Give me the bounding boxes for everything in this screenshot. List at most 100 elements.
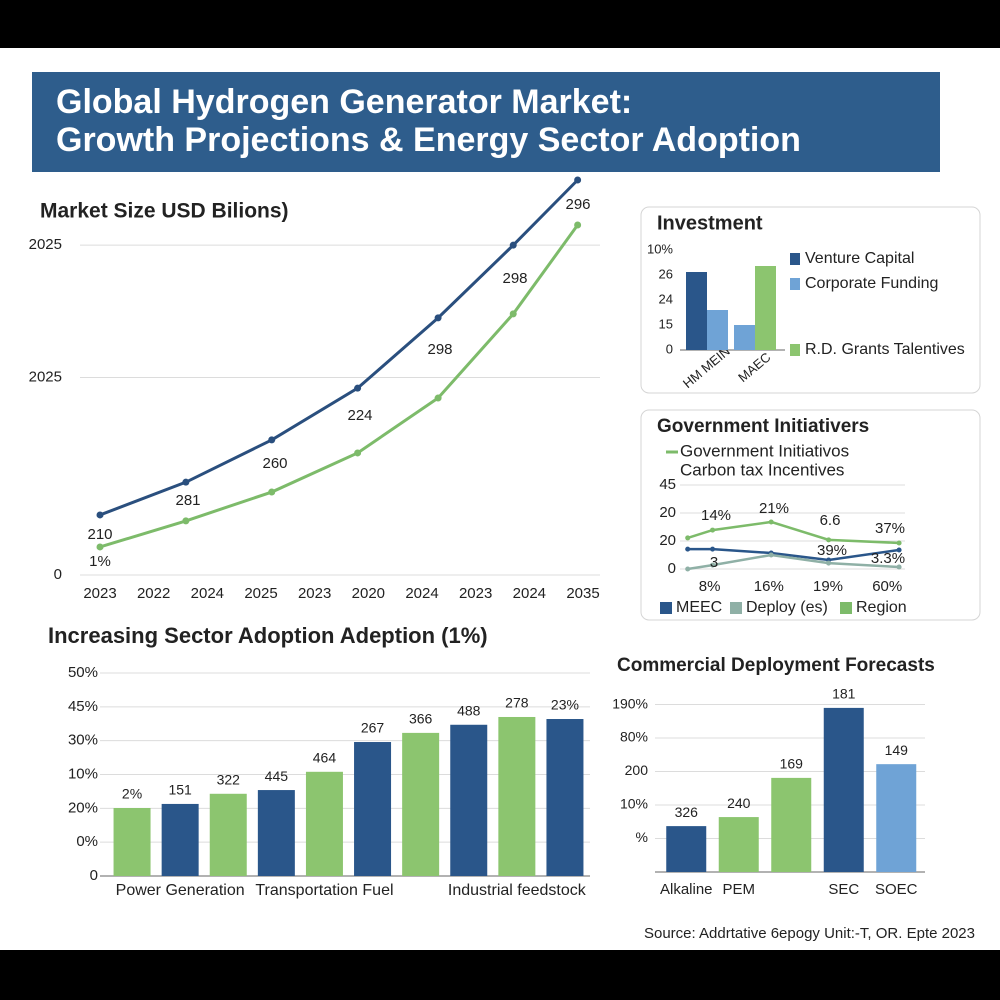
- bar: [734, 325, 755, 350]
- y-tick-label: 2025: [29, 236, 62, 253]
- annotation: 298: [427, 341, 452, 358]
- note: Government Initiativos: [680, 441, 849, 460]
- point: [509, 241, 517, 249]
- annotation: 445: [265, 768, 289, 784]
- y-tick-label: 45: [659, 476, 676, 493]
- annotation: 224: [347, 407, 372, 424]
- y-tick-label: 10%: [647, 241, 673, 256]
- note: Carbon tax Incentives: [680, 460, 844, 479]
- annotation: 3: [710, 554, 718, 571]
- point: [182, 517, 190, 525]
- point: [574, 176, 582, 184]
- annotation: 6.6: [820, 512, 841, 529]
- legend-swatch: [730, 602, 742, 614]
- annotation: 267: [361, 720, 385, 736]
- legend-swatch: [790, 253, 800, 265]
- point: [574, 221, 582, 229]
- y-tick-label: 190%: [612, 695, 648, 711]
- annotation: 2%: [122, 786, 142, 802]
- source: Source: Addrtative 6epogy Unit:-T, OR. E…: [644, 925, 975, 942]
- x-tick-label: 8%: [699, 578, 721, 595]
- top-bar: [0, 0, 1000, 48]
- x-tick-label: 2024: [513, 585, 546, 602]
- point: [434, 314, 442, 322]
- point: [896, 564, 902, 570]
- annotation: 169: [780, 756, 804, 772]
- bar: [755, 266, 776, 350]
- annotation: 3.3%: [871, 550, 905, 567]
- point: [509, 310, 517, 318]
- bar: [546, 719, 584, 876]
- bar: [354, 742, 392, 876]
- annotation: 37%: [875, 520, 905, 537]
- legend-swatch: [790, 344, 800, 356]
- y-tick-label: 200: [625, 762, 649, 778]
- y-tick-label: 30%: [68, 732, 98, 749]
- y-tick-label: 0: [666, 341, 673, 356]
- legend-label: MEEC: [676, 599, 722, 616]
- point: [685, 566, 691, 572]
- point: [182, 478, 190, 486]
- legend-label: Deploy (es): [746, 599, 828, 616]
- legend-label: Venture Capital: [805, 250, 914, 267]
- x-tick-label: 60%: [872, 578, 902, 595]
- legend-swatch: [840, 602, 852, 614]
- point: [96, 511, 104, 519]
- bar: [823, 707, 864, 872]
- point: [896, 547, 902, 553]
- y-tick-label: 45%: [68, 698, 98, 715]
- point: [710, 562, 716, 568]
- y-tick-label: 10%: [620, 796, 648, 812]
- x-tick-label: 2022: [137, 585, 170, 602]
- point: [685, 535, 691, 541]
- annotation: 322: [217, 771, 241, 787]
- x-tick-label: 2020: [352, 585, 385, 602]
- bar: [402, 732, 440, 876]
- page-title: Global Hydrogen Generator Market:: [56, 83, 632, 121]
- chart-title: Investment: [657, 212, 763, 234]
- annotation: 151: [168, 782, 192, 798]
- y-tick-label: 20%: [68, 799, 98, 816]
- point: [96, 543, 104, 551]
- annotation: 366: [409, 711, 433, 727]
- legend-swatch: [660, 602, 672, 614]
- point: [826, 560, 832, 566]
- y-tick-label: 26: [659, 266, 673, 281]
- annotation: 326: [675, 804, 699, 820]
- annotation: 14%: [701, 507, 731, 524]
- annotation: 296: [565, 196, 590, 213]
- annotation: 240: [727, 795, 751, 811]
- x-tick-label: SOEC: [875, 881, 918, 898]
- point: [826, 537, 832, 543]
- x-tick-label: PEM: [722, 881, 755, 898]
- x-tick-label: Power Generation: [116, 882, 245, 899]
- point: [268, 488, 276, 496]
- annotation: 181: [832, 686, 856, 702]
- bar: [161, 803, 199, 876]
- bar: [876, 764, 917, 872]
- legend-label: Corporate Funding: [805, 275, 938, 292]
- point: [768, 519, 774, 525]
- annotation: 39%: [817, 542, 847, 559]
- point: [768, 552, 774, 558]
- bar: [718, 817, 759, 872]
- y-tick-label: 20: [659, 532, 676, 549]
- x-tick-label: 16%: [754, 578, 784, 595]
- point: [710, 527, 716, 533]
- annotation: 210: [87, 526, 112, 543]
- bar: [498, 716, 536, 876]
- chart-title: Commercial Deployment Forecasts: [617, 655, 935, 676]
- y-tick-label: 80%: [620, 729, 648, 745]
- chart-title: Market Size USD Bilions): [40, 200, 289, 223]
- y-tick-label: 0: [54, 566, 62, 583]
- annotation: 298: [502, 270, 527, 287]
- annotation: 281: [175, 492, 200, 509]
- annotation: 21%: [759, 500, 789, 517]
- y-tick-label: 20: [659, 504, 676, 521]
- y-tick-label: %: [636, 829, 648, 845]
- bar: [771, 777, 812, 872]
- point: [896, 540, 902, 546]
- point: [710, 546, 716, 552]
- bar: [666, 826, 707, 872]
- x-tick-label: 2025: [244, 585, 277, 602]
